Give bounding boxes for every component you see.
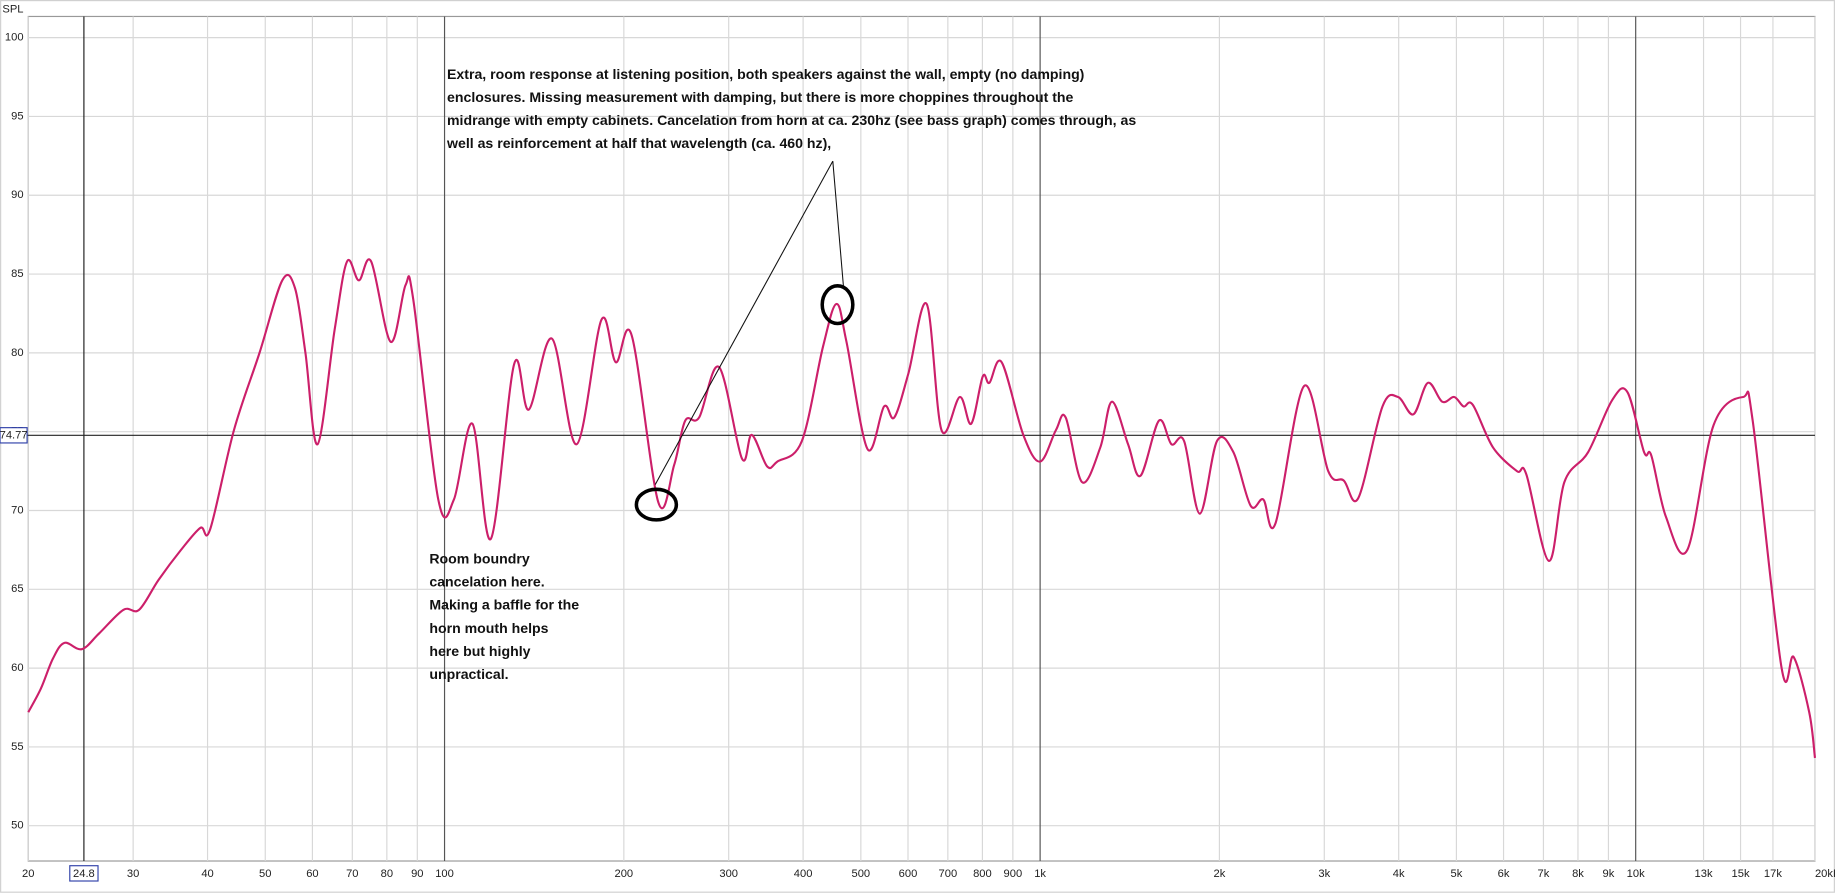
x-tick-label: 3k <box>1318 868 1330 880</box>
x-tick-label: 600 <box>899 868 918 880</box>
x-tick-label: 80 <box>381 868 393 880</box>
annotation-text: here but highly <box>429 643 530 659</box>
y-tick-label: 55 <box>11 741 23 753</box>
y-tick-label: 80 <box>11 347 23 359</box>
annotation-text: unpractical. <box>429 666 508 682</box>
plot-area <box>27 15 1816 862</box>
annotation-text: enclosures. Missing measurement with dam… <box>447 89 1074 105</box>
x-tick-label: 6k <box>1498 868 1510 880</box>
x-tick-label: 9k <box>1603 868 1615 880</box>
x-tick-label: 50 <box>259 868 271 880</box>
y-tick-label: 90 <box>11 189 23 201</box>
spl-curve <box>27 258 1817 759</box>
x-tick-label: 90 <box>411 868 423 880</box>
highlight-circle <box>820 284 855 326</box>
x-tick-label: 15k <box>1732 868 1750 880</box>
pointer-line <box>654 160 834 485</box>
annotation-text: well as reinforcement at half that wavel… <box>446 135 831 151</box>
annotation-text: Making a baffle for the <box>429 597 579 613</box>
cursor-x-label: 24.8 <box>73 868 95 880</box>
x-tick-label: 700 <box>939 868 958 880</box>
annotation-text: midrange with empty cabinets. Cancelatio… <box>447 112 1136 128</box>
x-tick-label: 10k <box>1627 868 1645 880</box>
x-tick-label: 20 <box>22 868 34 880</box>
x-tick-label: 30 <box>127 868 139 880</box>
highlight-circle <box>634 487 679 522</box>
x-tick-label: 13k <box>1695 868 1713 880</box>
x-tick-label: 5k <box>1451 868 1463 880</box>
y-tick-label: 95 <box>11 110 23 122</box>
x-tick-label: 20kHz <box>1815 868 1835 880</box>
x-tick-label: 500 <box>852 868 871 880</box>
x-tick-label: 1k <box>1034 868 1046 880</box>
y-tick-label: 70 <box>11 504 23 516</box>
cursor-box <box>0 427 28 444</box>
x-tick-label: 900 <box>1004 868 1023 880</box>
x-tick-label: 17k <box>1764 868 1782 880</box>
y-tick-label: 100 <box>5 32 24 44</box>
cursor-box <box>69 865 99 882</box>
annotation-text: horn mouth helps <box>429 620 548 636</box>
y-tick-label: 50 <box>11 820 23 832</box>
y-tick-label: 60 <box>11 662 23 674</box>
cursor-y-label: 74.77 <box>0 429 28 441</box>
annotation-text: cancelation here. <box>429 574 544 590</box>
annotation-text: Extra, room response at listening positi… <box>447 66 1084 82</box>
x-tick-label: 800 <box>973 868 992 880</box>
x-tick-label: 70 <box>346 868 358 880</box>
y-tick-label: 85 <box>11 268 23 280</box>
x-tick-label: 8k <box>1572 868 1584 880</box>
x-tick-label: 7k <box>1538 868 1550 880</box>
x-tick-label: 4k <box>1393 868 1405 880</box>
x-tick-label: 2k <box>1214 868 1226 880</box>
y-tick-label: 65 <box>11 583 23 595</box>
x-tick-label: 40 <box>201 868 213 880</box>
annotation-text: Room boundry <box>429 551 529 567</box>
y-axis-label: SPL <box>2 3 23 15</box>
x-tick-label: 100 <box>435 868 454 880</box>
x-tick-label: 400 <box>794 868 813 880</box>
x-tick-label: 60 <box>306 868 318 880</box>
x-tick-label: 200 <box>615 868 634 880</box>
x-tick-label: 300 <box>719 868 738 880</box>
pointer-line <box>832 161 844 286</box>
